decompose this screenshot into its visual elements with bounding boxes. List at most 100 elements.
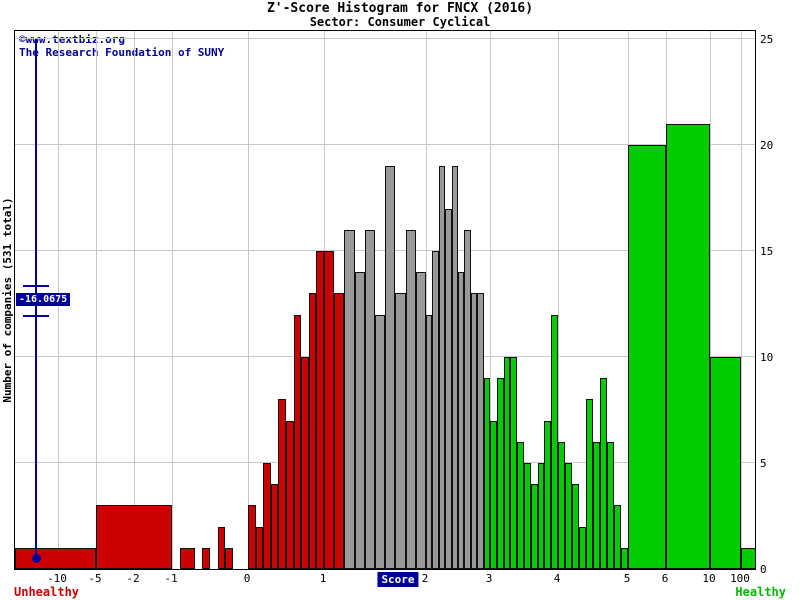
vertical-gridline	[558, 31, 559, 569]
x-tick-label: 0	[243, 572, 251, 585]
histogram-bar	[496, 378, 504, 569]
histogram-bar	[202, 547, 210, 569]
histogram-bar	[710, 357, 741, 569]
histogram-bar	[301, 357, 309, 569]
x-tick-label: 1	[319, 572, 327, 585]
vertical-gridline	[490, 31, 491, 569]
x-tick-label: 3	[485, 572, 493, 585]
watermark-org: The Research Foundation of SUNY	[19, 46, 225, 59]
histogram-bar	[270, 484, 279, 569]
plot-area: ©www.textbiz.org The Research Foundation…	[14, 30, 756, 570]
score-marker-value: -16.0675	[16, 293, 71, 306]
x-tick-label: 100	[730, 572, 750, 585]
histogram-bar	[364, 229, 375, 569]
y-axis-label: Number of companies (531 total)	[1, 197, 14, 403]
histogram-bar	[225, 547, 233, 569]
x-tick-label: 5	[623, 572, 631, 585]
histogram-bar	[15, 547, 96, 569]
vertical-gridline	[710, 31, 711, 569]
histogram-bar	[438, 166, 446, 569]
histogram-bar	[524, 463, 531, 569]
score-marker-dot	[32, 554, 41, 563]
histogram-bar	[344, 229, 355, 569]
histogram-bar	[537, 463, 545, 569]
histogram-bar	[248, 505, 256, 569]
histogram-bar	[316, 251, 324, 569]
histogram-bar	[470, 293, 478, 569]
score-marker-crossbar-bottom	[23, 315, 49, 317]
histogram-bar	[510, 357, 518, 569]
histogram-bar	[179, 547, 195, 569]
histogram-bar	[263, 463, 271, 569]
histogram-bar	[614, 505, 621, 569]
histogram-bar	[293, 314, 302, 569]
watermark-url: ©www.textbiz.org	[19, 33, 125, 46]
vertical-gridline	[248, 31, 249, 569]
histogram-bar	[426, 314, 433, 569]
histogram-bar	[490, 420, 497, 569]
histogram-bar	[741, 547, 755, 569]
vertical-gridline	[134, 31, 135, 569]
histogram-bar	[544, 420, 552, 569]
histogram-bar	[628, 145, 666, 569]
histogram-bar	[255, 526, 264, 569]
histogram-bar	[477, 293, 484, 569]
healthy-zone-label: Healthy	[735, 585, 786, 599]
histogram-bar	[579, 526, 586, 569]
vertical-gridline	[741, 31, 742, 569]
y-tick-label: 20	[760, 139, 774, 152]
y-tick-label: 15	[760, 245, 774, 258]
histogram-bar	[464, 229, 471, 569]
horizontal-gridline	[15, 144, 755, 145]
vertical-gridline	[96, 31, 97, 569]
histogram-bar	[565, 463, 572, 569]
y-tick-label: 0	[760, 563, 767, 576]
histogram-bar	[405, 229, 416, 569]
horizontal-gridline	[15, 38, 755, 39]
x-tick-label: 2	[421, 572, 429, 585]
histogram-bar	[607, 441, 614, 569]
histogram-bar	[415, 272, 426, 569]
histogram-bar	[600, 378, 607, 569]
histogram-bar	[354, 272, 365, 569]
histogram-bar	[530, 484, 538, 569]
horizontal-gridline	[15, 250, 755, 251]
chart-title: Z'-Score Histogram for FNCX (2016)	[266, 1, 534, 16]
x-tick-label: -10	[47, 572, 67, 585]
histogram-bar	[572, 484, 579, 569]
score-marker-crossbar-top	[23, 285, 49, 287]
histogram-bar	[451, 166, 458, 569]
histogram-bar	[96, 505, 172, 569]
histogram-bar	[666, 123, 710, 569]
histogram-bar	[483, 378, 490, 569]
unhealthy-zone-label: Unhealthy	[14, 585, 80, 599]
histogram-bar	[308, 293, 317, 569]
histogram-bar	[432, 251, 439, 569]
x-tick-label: 4	[553, 572, 561, 585]
x-axis-label: Score	[377, 572, 419, 587]
histogram-bar	[385, 166, 396, 569]
y-tick-label: 25	[760, 33, 774, 46]
x-tick-label: -2	[126, 572, 140, 585]
x-tick-label: 10	[702, 572, 716, 585]
histogram-bar	[621, 547, 628, 569]
histogram-bar	[286, 420, 294, 569]
histogram-bar	[551, 314, 558, 569]
chart-subtitle: Sector: Consumer Cyclical	[309, 15, 491, 29]
histogram-bar	[324, 251, 335, 569]
histogram-bar	[586, 399, 593, 569]
histogram-bar	[558, 441, 565, 569]
histogram-bar	[395, 293, 406, 569]
x-tick-label: -5	[88, 572, 102, 585]
histogram-bar	[445, 208, 452, 569]
y-tick-label: 5	[760, 457, 767, 470]
histogram-bar	[334, 293, 345, 569]
histogram-bar	[375, 314, 386, 569]
vertical-gridline	[172, 31, 173, 569]
vertical-gridline	[426, 31, 427, 569]
histogram-bar	[278, 399, 286, 569]
histogram-bar	[517, 441, 524, 569]
y-tick-label: 10	[760, 351, 774, 364]
x-tick-label: -1	[164, 572, 178, 585]
